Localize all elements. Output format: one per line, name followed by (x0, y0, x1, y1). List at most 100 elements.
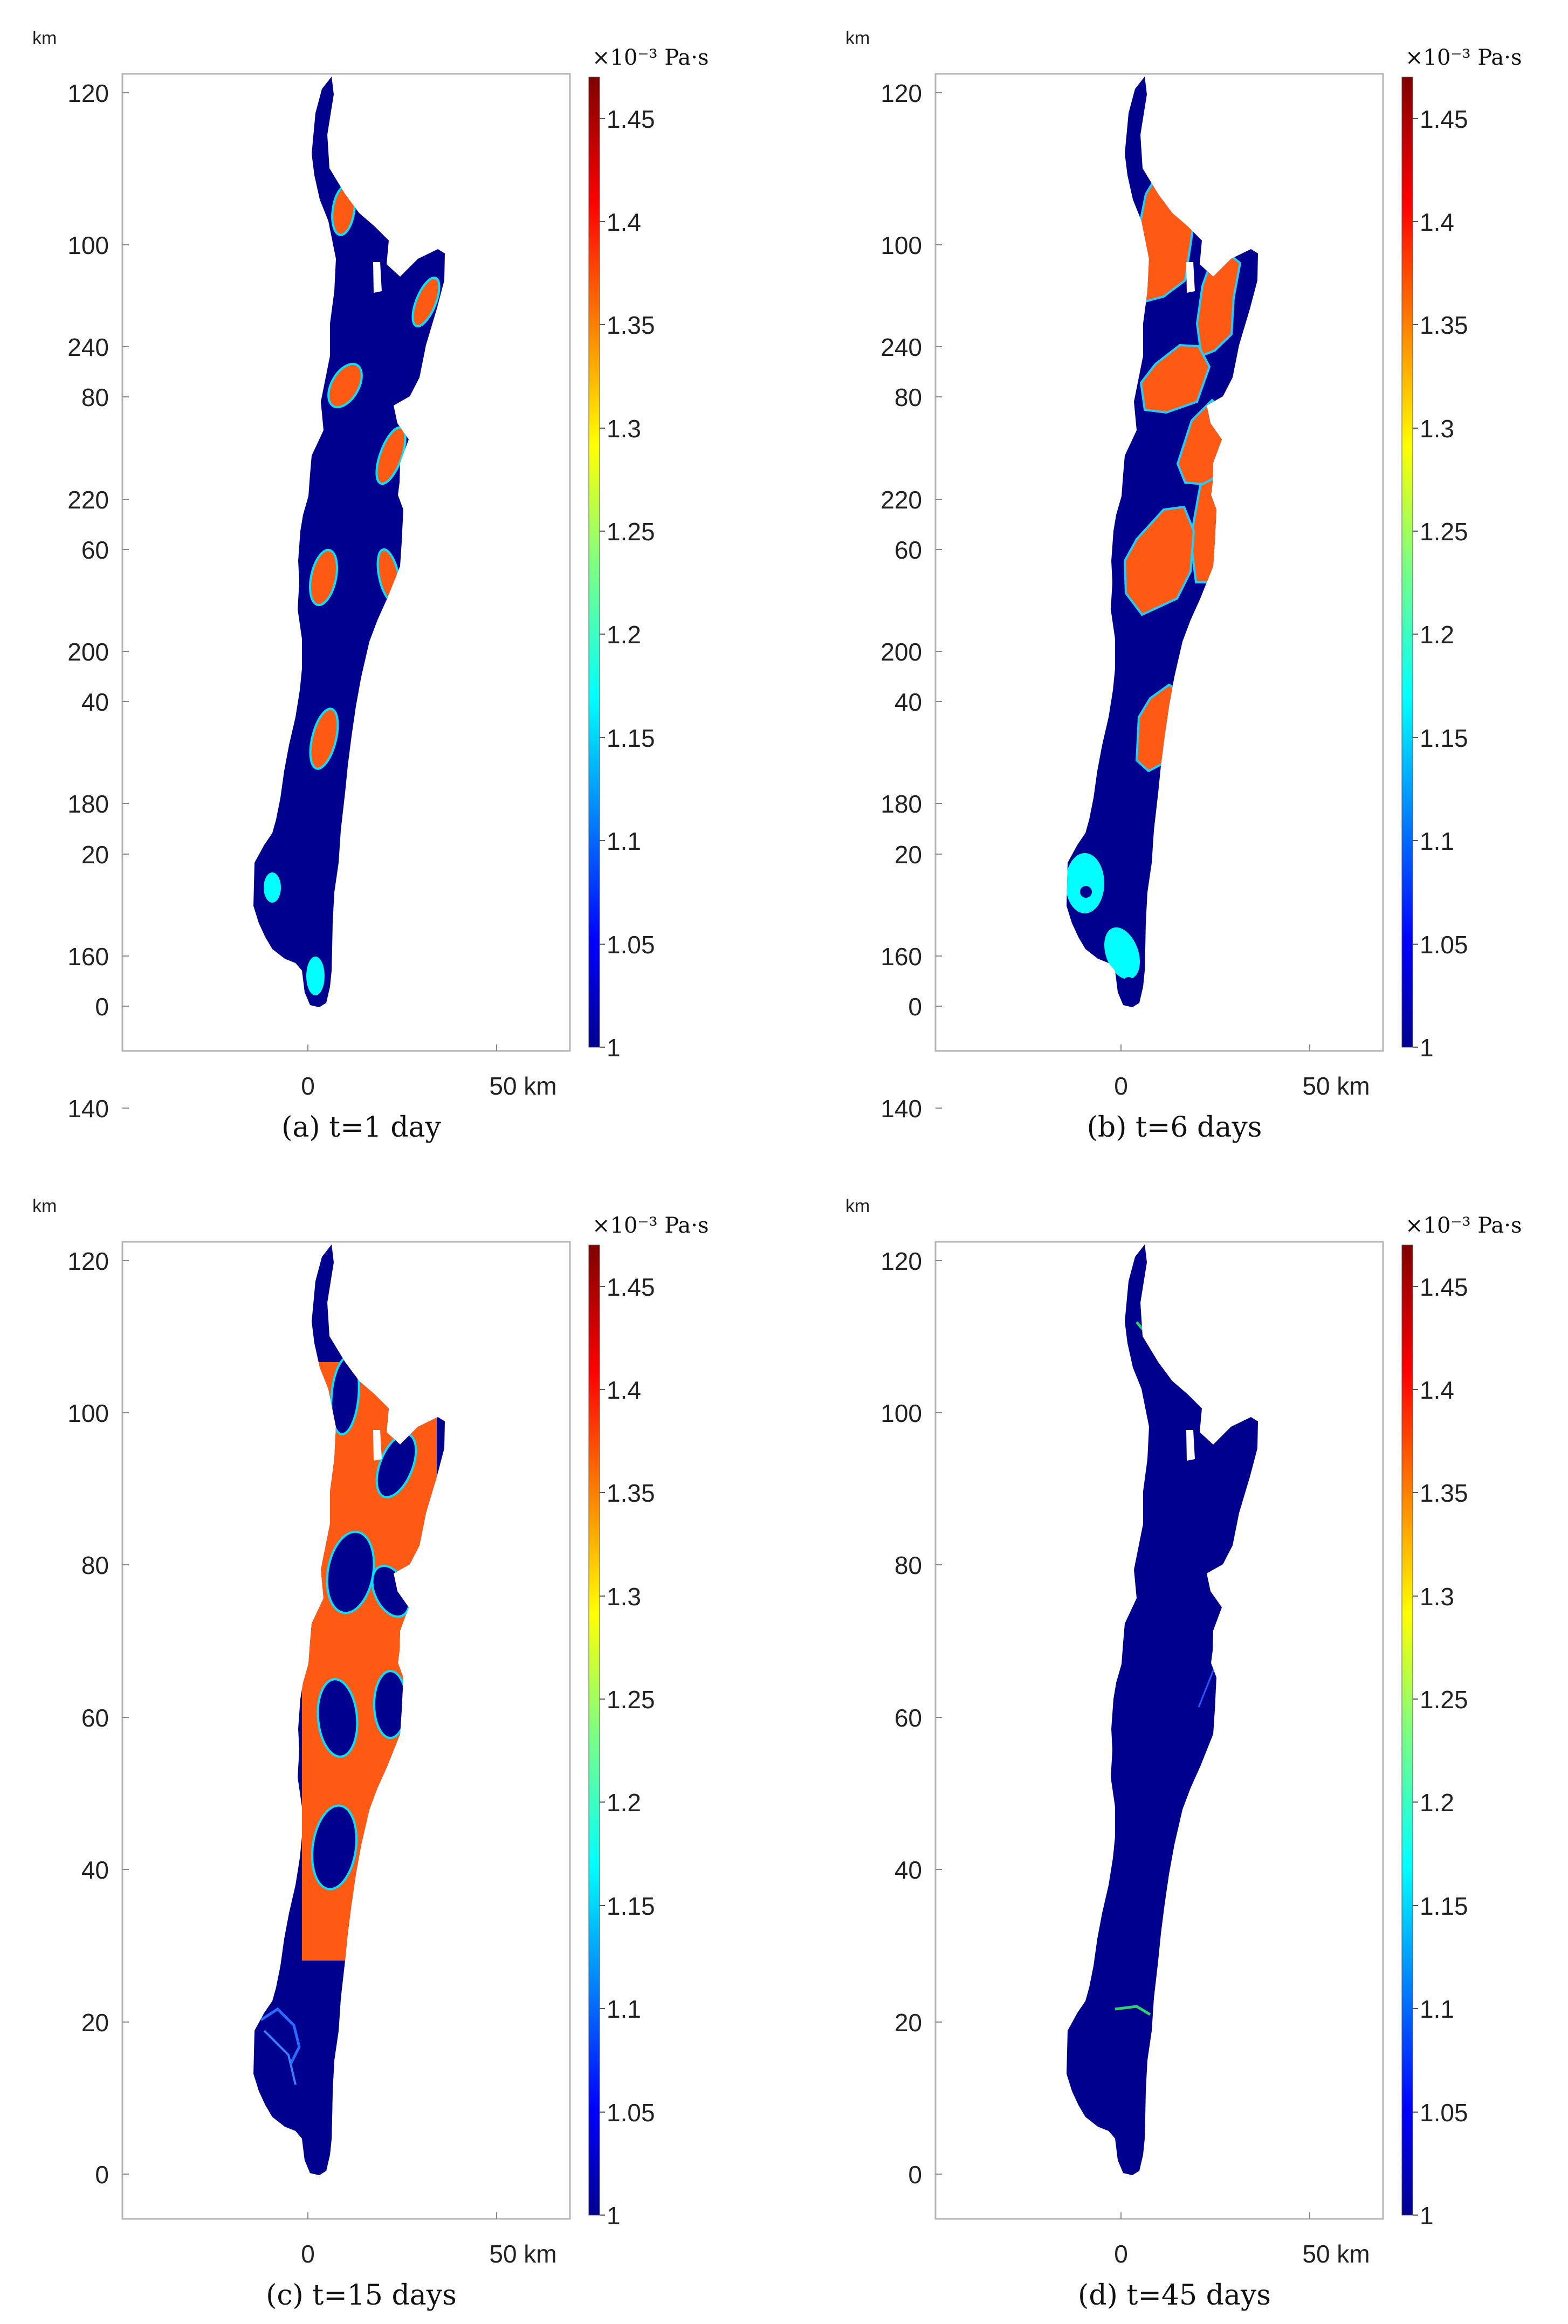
y-tick-label: 120 (67, 79, 109, 107)
lake-domain (1067, 1244, 1258, 2175)
y-tick-label: 20 (81, 2009, 109, 2037)
y-tick-label: 180 (881, 790, 922, 818)
island (1186, 262, 1195, 293)
y-tick-label: 200 (67, 638, 109, 666)
colorbar-tick-label: 1.3 (607, 415, 641, 443)
colorbar-unit-label: ×10⁻³ Pa·s (1405, 1213, 1522, 1238)
y-tick-label: 40 (895, 688, 922, 716)
colorbar-tick-label: 1.35 (1420, 311, 1468, 339)
y-tick-label: 160 (881, 943, 922, 971)
colorbar-unit-label: ×10⁻³ Pa·s (1405, 45, 1522, 70)
y-tick-label: 80 (81, 383, 109, 411)
viscosity-blob (327, 362, 363, 409)
x-tick-label: 0 (1114, 2240, 1128, 2268)
y-tick-label: 20 (895, 2009, 922, 2037)
y-tick-label: 60 (81, 536, 109, 564)
x-axis: 0 50 km (1114, 1044, 1370, 1100)
colorbar-tick-label: 1.05 (607, 931, 655, 959)
colorbar-tick-label: 1.3 (607, 1583, 641, 1611)
colorbar-tick-label: 1.05 (607, 2099, 655, 2127)
y-tick-label: 200 (881, 638, 922, 666)
x-tick-label: 0 (301, 1072, 315, 1100)
colorbar-tick-label: 1.45 (1420, 105, 1468, 133)
y-tick-label: 180 (67, 790, 109, 818)
colorbar-tick-label: 1.4 (1420, 1376, 1454, 1404)
y-tick-label: 100 (881, 1399, 922, 1427)
y-tick-label: 120 (881, 1247, 922, 1275)
y-tick-label: 80 (895, 1551, 922, 1579)
colorbar: ×10⁻³ Pa·s 1 1.05 1.1 1.15 1.2 1.25 1.3 1.35 1.4 1… (588, 1213, 709, 2230)
colorbar-tick-label: 1.45 (607, 105, 655, 133)
low-viscosity-trace (1115, 2005, 1151, 2016)
viscosity-region (1139, 343, 1211, 414)
y-tick-label: 140 (67, 1095, 109, 1123)
colorbar-gradient (588, 77, 600, 1048)
y-tick-label: 220 (881, 486, 922, 514)
colorbar-tick-label: 1.4 (1420, 208, 1454, 236)
low-viscosity-trace (1136, 1321, 1144, 1331)
y-tick-label: 40 (81, 1856, 109, 1884)
low-viscosity-core (1080, 886, 1092, 898)
low-viscosity-blob (306, 957, 325, 995)
colorbar-tick-label: 1 (607, 2202, 621, 2230)
colorbar-tick-label: 1.2 (607, 621, 641, 649)
panel-caption: (d) t=45 days (1078, 2279, 1271, 2312)
viscosity-region (1123, 505, 1195, 616)
colorbar-tick-label: 1.45 (607, 1273, 655, 1301)
y-tick-label: 20 (81, 841, 109, 869)
mixed-core (311, 1804, 358, 1890)
mixed-core (317, 1678, 359, 1758)
colorbar-tick-label: 1.4 (607, 1376, 641, 1404)
lake-background-field (253, 77, 445, 1007)
colorbar: ×10⁻³ Pa·s 1 1.05 1.1 1.15 1.2 1.25 1.3 1.35 1.4 1… (588, 45, 709, 1062)
panel-caption: (c) t=15 days (266, 2279, 457, 2312)
island (1186, 1430, 1195, 1461)
low-viscosity-core (1123, 977, 1134, 988)
colorbar-tick-label: 1.35 (607, 311, 655, 339)
y-tick-label: 20 (895, 841, 922, 869)
x-tick-label: 50 km (1302, 1072, 1370, 1100)
colorbar-tick-label: 1.25 (607, 1686, 655, 1714)
y-tick-label: 120 (67, 1247, 109, 1275)
low-viscosity-trace (263, 2030, 297, 2085)
y-tick-label: 60 (895, 1704, 922, 1732)
x-axis: 0 50 km (1114, 2212, 1370, 2268)
colorbar-tick-label: 1.15 (607, 1892, 655, 1920)
y-tick-label: 60 (81, 1704, 109, 1732)
y-tick-label: 40 (895, 1856, 922, 1884)
y-tick-label: 240 (67, 333, 109, 361)
x-tick-label: 50 km (489, 2240, 556, 2268)
y-tick-label: 140 (881, 1095, 922, 1123)
colorbar-tick-label: 1.1 (1420, 1995, 1454, 2023)
low-viscosity-blob (1067, 853, 1104, 913)
chart-panel-b: km 0 20 40 60 80 100 120 140 160 180 200 220 240 0 50 k… (845, 28, 1522, 1144)
y-tick-label: 220 (67, 486, 109, 514)
colorbar-tick-label: 1.35 (1420, 1479, 1468, 1507)
low-viscosity-blob (264, 872, 281, 903)
y-unit-label: km (845, 1196, 870, 1216)
colorbar-gradient (1401, 1244, 1413, 2216)
colorbar-tick-label: 1.4 (607, 208, 641, 236)
y-tick-label: 0 (908, 993, 922, 1021)
x-tick-label: 50 km (1302, 2240, 1370, 2268)
y-unit-label: km (32, 28, 57, 49)
colorbar-tick-label: 1.1 (1420, 827, 1454, 855)
colorbar-tick-label: 1 (607, 1034, 621, 1062)
colorbar-tick-label: 1.1 (607, 827, 641, 855)
y-tick-label: 0 (908, 2161, 922, 2189)
colorbar-tick-label: 1.35 (607, 1479, 655, 1507)
y-tick-label: 80 (81, 1551, 109, 1579)
colorbar-unit-label: ×10⁻³ Pa·s (592, 45, 709, 70)
island (373, 262, 382, 293)
lake-background-field (1067, 1244, 1258, 2175)
colorbar: ×10⁻³ Pa·s 1 1.05 1.1 1.15 1.2 1.25 1.3 1.35 1.4 1… (1401, 45, 1522, 1062)
x-axis: 0 50 km (301, 2212, 557, 2268)
colorbar: ×10⁻³ Pa·s 1 1.05 1.1 1.15 1.2 1.25 1.3 1.35 1.4 1… (1401, 1213, 1522, 2230)
lake-domain (253, 77, 445, 1007)
colorbar-tick-label: 1.1 (607, 1995, 641, 2023)
